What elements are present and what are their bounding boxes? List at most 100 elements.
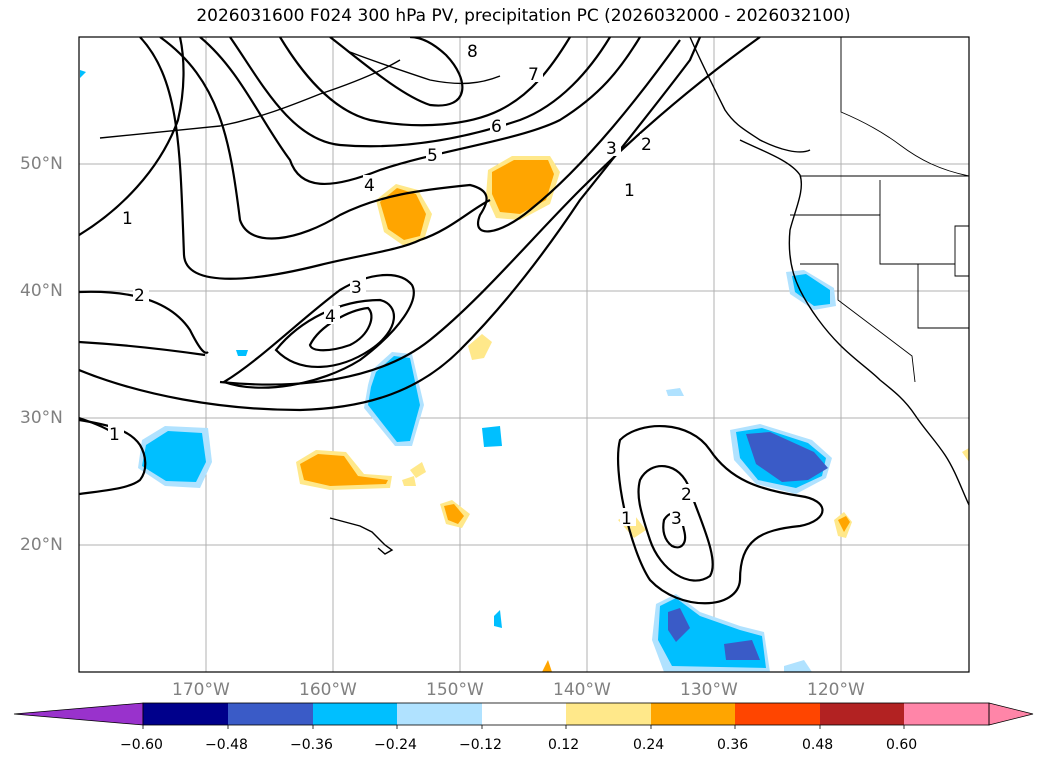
contour-label: 4 [325,307,336,327]
borders [790,37,969,383]
pv-contour-2-sub [637,465,714,582]
colorbar-segment [566,703,651,725]
colorbar-segment [820,703,904,725]
lon-label-120w: 120°W [807,680,865,700]
precip-area [838,516,850,532]
colorbar-tick-label: 0.24 [633,737,665,753]
colorbar-tick-label: 0.60 [886,737,918,753]
contour-label: 1 [621,509,632,529]
precip-area [402,476,416,486]
lon-label-130w: 130°W [680,680,738,700]
pv-contour-1-sub [616,424,824,605]
contour-label: 2 [681,485,692,505]
coastline-alaska [689,37,811,153]
colorbar-tick-label: 0.36 [717,737,749,753]
border-state-5 [954,225,969,277]
precip-area [784,660,812,672]
precip-area [792,274,830,306]
contour-labels: 8 7 6 5 4 3 2 1 1 2 3 4 1 2 3 1 [108,42,696,529]
coastline-hawaii [329,517,394,555]
pv-contour-6 [229,37,611,148]
pv-contour-1 [79,37,185,236]
precip-area [444,504,464,524]
lat-label-40n: 40°N [20,281,63,301]
precip-area [492,160,554,214]
lon-label-150w: 150°W [426,680,484,700]
contour-label: 8 [467,42,478,62]
pv-contour-7 [279,37,571,127]
coastlines [99,37,969,555]
colorbar-tick-label: −0.12 [459,737,502,753]
coastline-na [739,139,969,506]
colorbar-segment [313,703,397,725]
colorbar-tick-label: −0.60 [120,737,163,753]
colorbar-tick-label: 0.48 [802,737,834,753]
pv-contour-2 [79,37,702,412]
pv-contour-1b [219,37,761,386]
contour-label: 6 [491,117,502,137]
contour-label: 7 [528,65,539,85]
precip-area [368,356,420,442]
colorbar-tick-label: 0.12 [548,737,580,753]
precip-area [746,432,828,482]
precip-area [962,448,969,462]
border-state-4 [917,264,969,329]
pv-contour-2-west-b [79,340,206,357]
colorbar-tick-label: −0.36 [290,737,333,753]
precip-area [668,608,690,642]
colorbar-tick-label: −0.24 [374,737,417,753]
coastline-alaska-pen [349,51,501,85]
contour-label: 3 [671,509,682,529]
precip-area [724,640,760,660]
precip-area [236,350,248,356]
precip-area [80,70,86,78]
colorbar-tick-label: −0.48 [205,737,248,753]
map-frame [78,36,970,673]
precip-area [380,188,426,240]
contour-label: 4 [364,176,375,196]
colorbar-segment [735,703,820,725]
precip-area [300,454,388,486]
lat-label-50n: 50°N [20,154,63,174]
colorbar [13,702,1034,729]
border-alaska-canada [840,37,969,177]
precip-area [468,334,492,360]
pv-contour-4b [139,37,491,280]
precip-area [666,388,684,396]
pv-contour-2-west [79,290,209,354]
precipitation-shading [80,70,969,672]
colorbar-segment [228,703,313,725]
colorbar-segment [397,703,482,725]
colorbar-segment [143,703,228,725]
contour-label: 2 [134,286,145,306]
lon-label-140w: 140°W [553,680,611,700]
colorbar-ticks [142,725,905,729]
contour-label: 1 [122,209,133,229]
pv-contour-4 [159,37,681,240]
lat-label-30n: 30°N [20,408,63,428]
lon-label-170w: 170°W [172,680,230,700]
contour-label: 1 [624,181,635,201]
pv-contour-3 [274,298,395,369]
coastline-aleutians [99,59,401,139]
pv-contour-8 [329,37,464,107]
precip-area [482,426,502,447]
contour-label: 1 [109,425,120,445]
precip-area [542,660,552,672]
contour-label: 3 [606,139,617,159]
colorbar-extend-low [13,702,144,726]
border-state-2 [800,263,916,383]
border-state-1 [790,214,955,265]
colorbar-segment [482,703,566,725]
colorbar-segment [904,703,989,725]
lat-label-20n: 20°N [20,535,63,555]
pv-contour-3-inner [221,273,415,389]
precip-area [142,431,206,482]
colorbar-segment [651,703,735,725]
contour-label: 3 [351,278,362,298]
contour-label: 2 [641,135,652,155]
precip-area [494,610,502,628]
contour-label: 5 [427,146,438,166]
map-title: 2026031600 F024 300 hPa PV, precipitatio… [196,6,851,26]
lon-label-160w: 160°W [299,680,357,700]
